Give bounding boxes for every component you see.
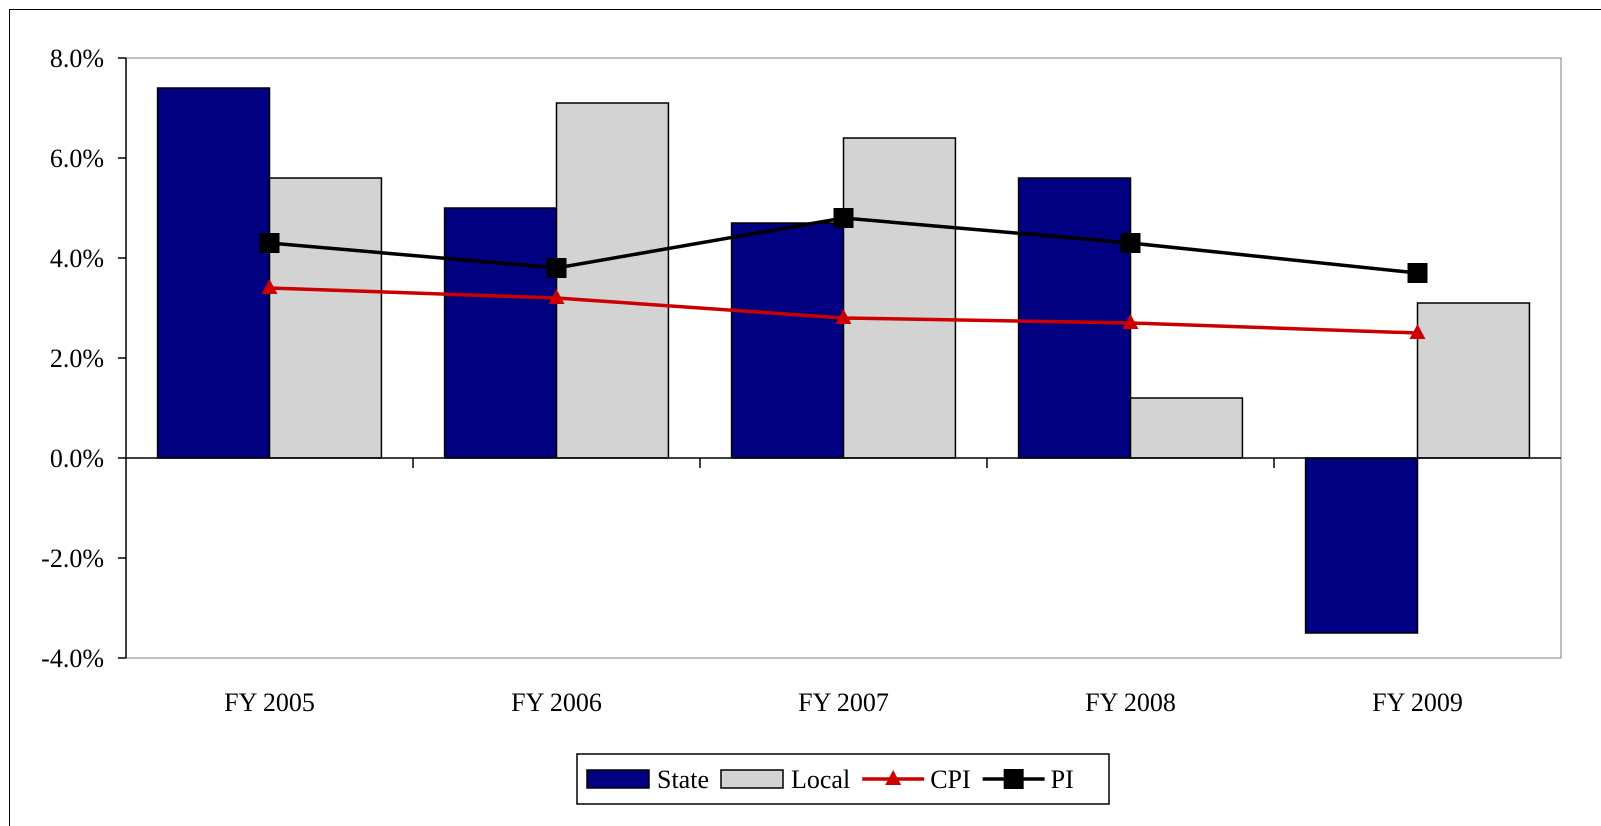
bars-layer xyxy=(156,87,1531,634)
bar-local-3 xyxy=(1129,397,1244,459)
x-category-label: FY 2009 xyxy=(1372,688,1463,717)
point-cpi-3 xyxy=(1122,314,1139,329)
legend-label-pi: PI xyxy=(1051,765,1074,794)
point-pi-0 xyxy=(259,233,280,253)
point-pi-4 xyxy=(1407,263,1428,283)
bar-local-1 xyxy=(555,102,670,459)
y-tick-label: 6.0% xyxy=(50,144,104,173)
legend-marker-cpi xyxy=(885,770,902,785)
y-tick-label: -2.0% xyxy=(41,544,104,573)
legend: State Local CPI PI xyxy=(576,753,1110,805)
point-pi-1 xyxy=(546,258,567,278)
y-tick-label: 8.0% xyxy=(50,44,104,73)
lines-layer xyxy=(259,208,1428,339)
y-tick-label: 2.0% xyxy=(50,344,104,373)
x-category-label: FY 2008 xyxy=(1085,688,1176,717)
x-category-label: FY 2005 xyxy=(224,688,315,717)
point-pi-2 xyxy=(833,208,854,228)
point-cpi-0 xyxy=(261,279,278,294)
point-cpi-1 xyxy=(548,289,565,304)
legend-label-cpi: CPI xyxy=(930,765,970,794)
legend-swatch-local xyxy=(720,769,784,789)
y-tick-label: 4.0% xyxy=(50,244,104,273)
legend-swatch-state xyxy=(586,769,650,789)
bar-local-0 xyxy=(268,177,383,459)
bar-state-1 xyxy=(443,207,558,459)
x-category-label: FY 2007 xyxy=(798,688,889,717)
point-cpi-4 xyxy=(1409,324,1426,339)
bar-state-0 xyxy=(156,87,271,459)
axes-layer xyxy=(118,57,1561,659)
labels-layer: -4.0% -2.0% 0.0% 2.0% 4.0% 6.0% 8.0% FY 2005 FY … xyxy=(41,44,1463,717)
x-category-label: FY 2006 xyxy=(511,688,602,717)
point-cpi-2 xyxy=(835,309,852,324)
y-tick-label: 0.0% xyxy=(50,444,104,473)
y-tick-label: -4.0% xyxy=(41,644,104,673)
point-pi-3 xyxy=(1120,233,1141,253)
bar-local-4 xyxy=(1416,302,1531,459)
legend-label-state: State xyxy=(657,765,709,794)
legend-label-local: Local xyxy=(791,765,850,794)
bar-local-2 xyxy=(842,137,957,459)
bar-state-3 xyxy=(1017,177,1132,459)
bar-state-2 xyxy=(730,222,845,459)
bar-state-4 xyxy=(1304,457,1419,634)
legend-marker-pi xyxy=(1003,769,1024,789)
